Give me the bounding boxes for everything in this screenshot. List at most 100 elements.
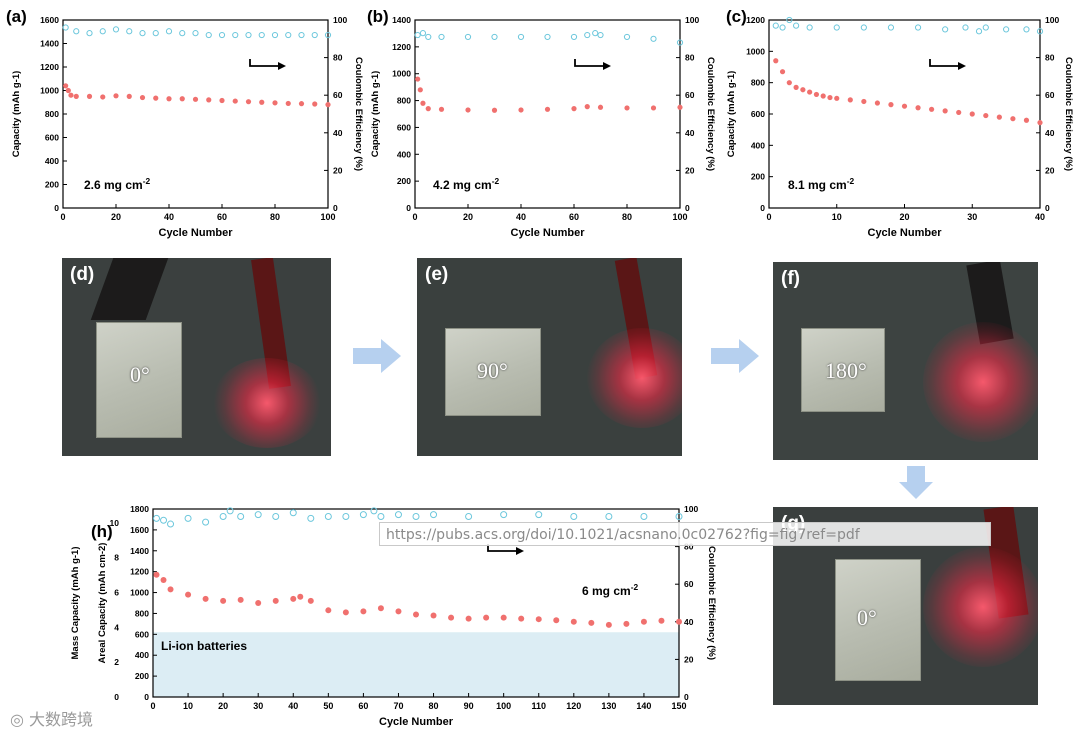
arrow-head [516, 547, 524, 555]
y2-tick-label: 40 [684, 617, 694, 627]
capacity-point [425, 106, 431, 112]
ce-point [786, 16, 793, 24]
ce-point [544, 33, 551, 41]
y-tick-label: 800 [397, 96, 411, 106]
arrow-right-icon [487, 544, 516, 552]
panel-label: (d) [70, 264, 95, 285]
ce-point [597, 31, 604, 39]
photo-f: 180° (f) [773, 262, 1038, 460]
chart-h: 0 10 20 30 40 50 60 70 80 90 100 110 120 130 140 150020… [70, 504, 717, 728]
capacity-point [86, 93, 93, 99]
y-axis-label: Capacity (mAh g-1) [370, 71, 381, 158]
y-tick-label: 0 [144, 692, 149, 702]
capacity-point [491, 107, 498, 113]
ce-point [772, 22, 779, 29]
capacity-point [100, 94, 106, 100]
ce-point [975, 28, 983, 35]
ce-point [1036, 28, 1044, 35]
band-label: Li-ion batteries [161, 639, 247, 653]
ce-point [833, 24, 840, 31]
y-tick-label: 1000 [746, 46, 765, 56]
y-tick-label: 800 [135, 608, 149, 618]
panel-label: (h) [91, 522, 113, 541]
y-tick-label: 200 [751, 172, 765, 182]
ce-point [62, 24, 69, 31]
capacity-point [465, 107, 471, 113]
y-tick-label: 200 [45, 180, 59, 190]
capacity-point [438, 106, 445, 112]
x-tick-label: 40 [164, 212, 174, 222]
capacity-point [874, 100, 880, 106]
capacity-point [915, 105, 921, 111]
capacity-point [297, 593, 304, 600]
capacity-point [483, 614, 490, 621]
ce-point [570, 33, 578, 41]
y-tick-label: 600 [397, 122, 411, 132]
arrow-head [278, 62, 286, 70]
ce-point [359, 511, 367, 519]
x-tick-label: 10 [832, 212, 842, 222]
ce-point [942, 26, 949, 33]
arrow-down-icon [899, 466, 933, 499]
areal-tick-label: 2 [114, 657, 119, 667]
capacity-point [255, 600, 262, 606]
panel-label: (f) [781, 268, 800, 289]
capacity-point [676, 618, 682, 625]
y-tick-label: 600 [751, 109, 765, 119]
ce-point [592, 30, 599, 37]
ce-point [289, 509, 297, 517]
capacity-point [650, 105, 657, 111]
capacity-point [153, 95, 159, 101]
capacity-point [259, 99, 265, 105]
x-tick-label: 140 [636, 701, 651, 711]
pouch-cell [96, 322, 182, 438]
capacity-point [518, 615, 525, 622]
x-tick-label: 80 [270, 212, 280, 222]
capacity-point [544, 106, 551, 112]
panel-label: (e) [425, 264, 449, 285]
ce-point [342, 513, 350, 521]
x-tick-label: 10 [183, 701, 193, 711]
y-tick-label: 200 [397, 176, 411, 186]
y-tick-label: 200 [135, 671, 149, 681]
y-tick-label: 1000 [130, 588, 149, 598]
y-axis-label: Mass Capacity (mAh g-1) [70, 547, 81, 660]
y2-axis-label: Coulombic Efficiency (%) [1063, 57, 1074, 171]
capacity-point [360, 608, 367, 615]
y-tick-label: 800 [751, 78, 765, 88]
arrow-head [958, 62, 966, 70]
plot-frame [152, 508, 680, 698]
capacity-point [969, 111, 975, 117]
capacity-point [68, 92, 74, 98]
capacity-point [518, 107, 524, 113]
y-tick-label: 600 [45, 133, 59, 143]
capacity-point [219, 97, 225, 104]
x-tick-label: 130 [601, 701, 616, 711]
ce-point [165, 28, 173, 35]
capacity-point [623, 620, 630, 627]
x-tick-label: 40 [516, 212, 526, 222]
x-tick-label: 40 [288, 701, 298, 711]
x-tick-label: 30 [967, 212, 977, 222]
ce-point [192, 30, 199, 37]
ce-point [126, 28, 133, 35]
y2-tick-label: 40 [333, 128, 343, 138]
capacity-point [448, 614, 455, 621]
y-tick-label: 400 [751, 140, 765, 150]
ce-point [112, 26, 120, 33]
url-overlay: https://pubs.acs.org/doi/10.1021/acsnano… [379, 522, 991, 546]
ce-point [86, 30, 93, 37]
ce-point [298, 31, 305, 39]
y2-tick-label: 0 [685, 203, 690, 213]
areal-tick-label: 4 [114, 622, 119, 632]
y-tick-label: 400 [135, 650, 149, 660]
x-tick-label: 0 [412, 212, 417, 222]
capacity-point [160, 577, 167, 584]
capacity-point [220, 597, 227, 604]
y-tick-label: 1200 [746, 15, 765, 25]
loading-label: 2.6 mg cm-2 [84, 176, 150, 192]
y2-tick-label: 20 [684, 654, 694, 664]
y-tick-label: 1200 [392, 42, 411, 52]
led-glow [587, 328, 682, 428]
chart-a: 0 20 40 60 80 1000200400600800100012001400160… [6, 7, 364, 239]
